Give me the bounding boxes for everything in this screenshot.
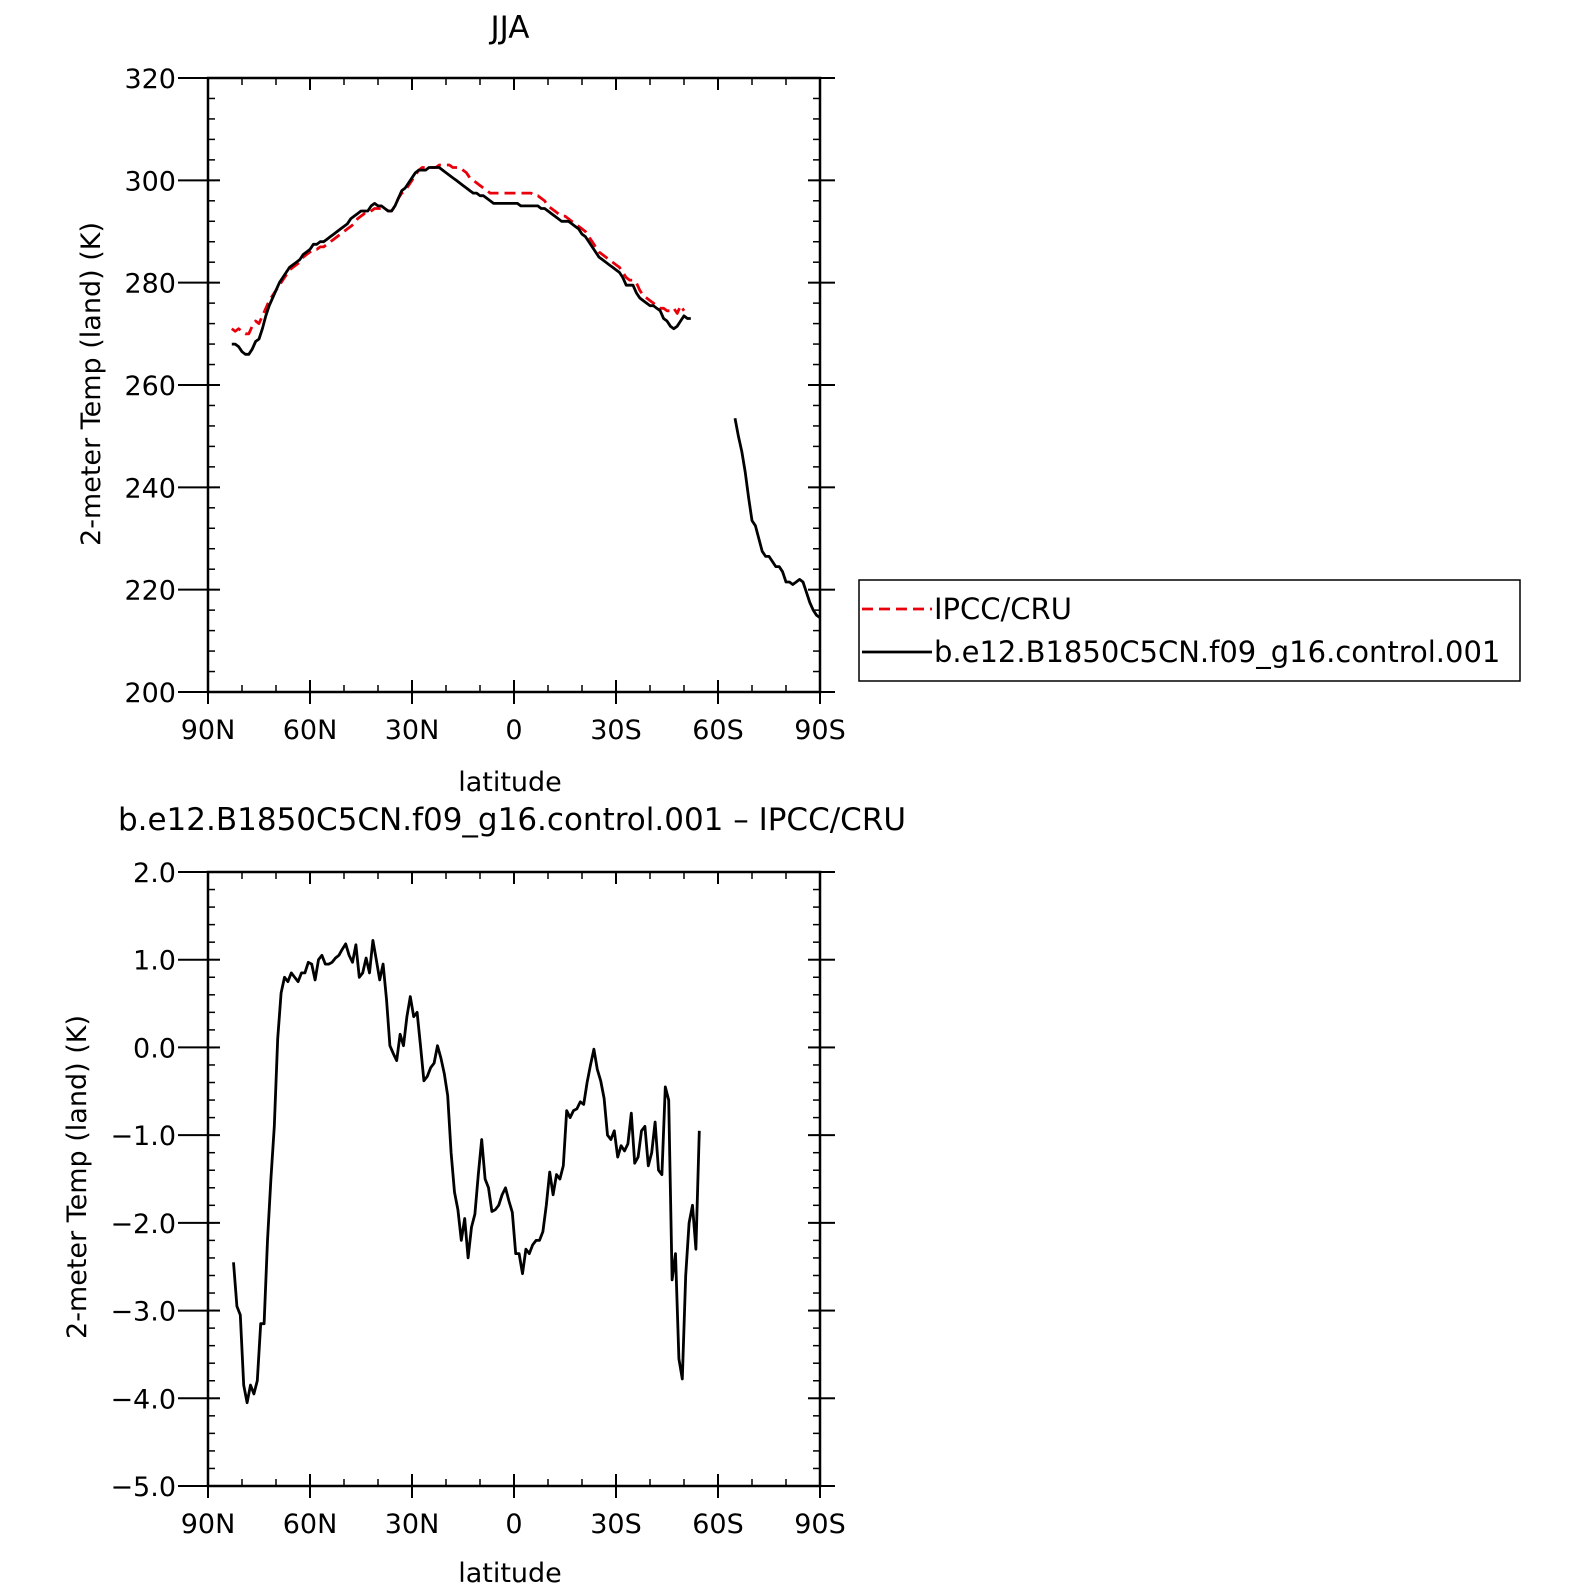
x-tick-label: 0 xyxy=(505,1509,522,1540)
y-tick-label: 1.0 xyxy=(133,946,176,977)
series-line-0-segment-0 xyxy=(232,939,701,1405)
x-tick-label: 30N xyxy=(385,1509,440,1540)
x-tick-label: 60S xyxy=(692,1509,744,1540)
bottom-series-lines xyxy=(232,939,701,1405)
y-tick-label: 320 xyxy=(124,64,176,95)
y-tick-label: 220 xyxy=(124,576,176,607)
x-tick-label: 30S xyxy=(590,715,642,746)
top-x-axis-label: latitude xyxy=(458,767,562,798)
x-tick-label: 0 xyxy=(505,715,522,746)
legend-box xyxy=(858,579,1521,682)
top-series-lines xyxy=(230,163,821,619)
series-line-1-segment-0 xyxy=(231,166,691,356)
legend-label-ipcc-cru: IPCC/CRU xyxy=(934,592,1072,626)
y-tick-label: 0.0 xyxy=(133,1033,176,1064)
y-tick-label: −4.0 xyxy=(110,1384,176,1415)
top-y-axis-label: 2-meter Temp (land) (K) xyxy=(76,222,107,546)
y-tick-label: 300 xyxy=(124,166,176,197)
y-tick-label: −1.0 xyxy=(110,1121,176,1152)
x-tick-label: 30S xyxy=(590,1509,642,1540)
x-tick-label: 60S xyxy=(692,715,744,746)
x-tick-label: 60N xyxy=(283,715,338,746)
y-tick-label: 260 xyxy=(124,371,176,402)
y-tick-label: −5.0 xyxy=(110,1472,176,1503)
bottom-axis-ticks: 90N 60N 30N 0 30S 60S 90S 2.0 1.0 0.0 −1.0 −2.0 −3.0… xyxy=(110,858,845,1540)
x-tick-label: 90N xyxy=(181,715,236,746)
y-tick-label: 200 xyxy=(124,678,176,709)
x-tick-label: 90S xyxy=(794,1509,846,1540)
top-panel: JJA 2-meter Temp (land) (K) latitude 90N… xyxy=(76,10,846,798)
top-plot-title: JJA xyxy=(489,10,530,46)
top-axis-ticks: 90N 60N 30N 0 30S 60S 90S 200 220 240 260 280 300 320 xyxy=(124,64,845,746)
bottom-panel: b.e12.B1850C5CN.f09_g16.control.001 – IP… xyxy=(62,802,906,1589)
x-tick-label: 60N xyxy=(283,1509,338,1540)
x-tick-label: 90S xyxy=(794,715,846,746)
y-tick-label: 2.0 xyxy=(133,858,176,889)
bottom-x-axis-label: latitude xyxy=(458,1558,562,1589)
legend: IPCC/CRU b.e12.B1850C5CN.f09_g16.control… xyxy=(858,579,1521,682)
y-tick-label: 240 xyxy=(124,473,176,504)
bottom-plot-title: b.e12.B1850C5CN.f09_g16.control.001 – IP… xyxy=(118,802,906,838)
legend-label-control: b.e12.B1850C5CN.f09_g16.control.001 xyxy=(934,635,1500,669)
series-line-1-segment-1 xyxy=(733,418,821,619)
top-plot-frame xyxy=(206,76,822,694)
bottom-plot-frame xyxy=(206,870,822,1488)
y-tick-label: −3.0 xyxy=(110,1297,176,1328)
y-tick-label: 280 xyxy=(124,269,176,300)
x-tick-label: 30N xyxy=(385,715,440,746)
x-tick-label: 90N xyxy=(181,1509,236,1540)
y-tick-label: −2.0 xyxy=(110,1209,176,1240)
bottom-y-axis-label: 2-meter Temp (land) (K) xyxy=(62,1015,93,1339)
series-line-0-segment-0 xyxy=(230,163,686,336)
